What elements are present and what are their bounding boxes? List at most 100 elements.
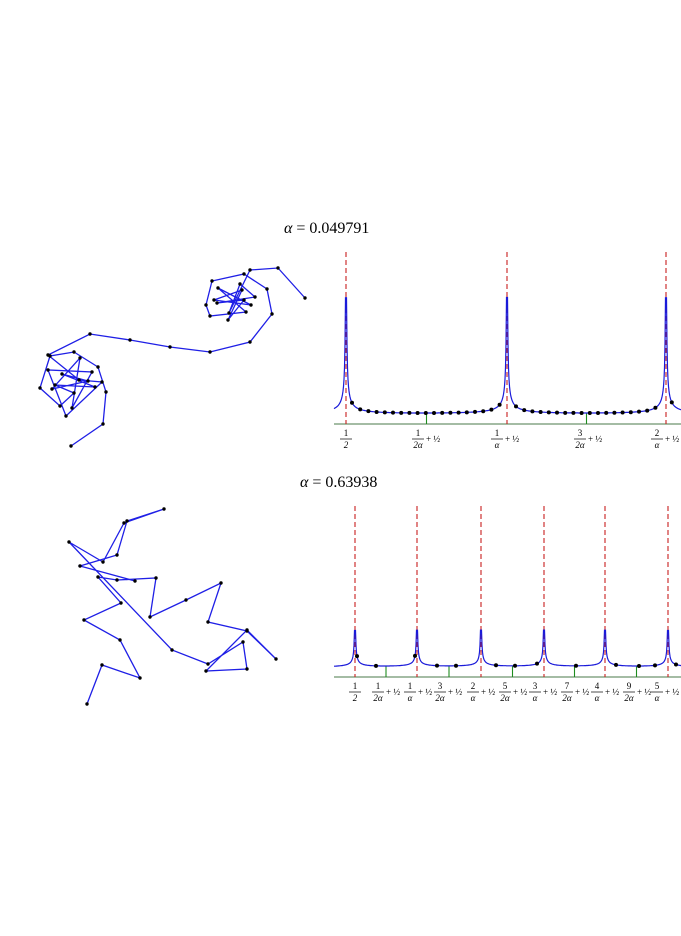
tick-label-2-2: 1 α + ½ [404, 681, 432, 703]
walk-1-point [100, 380, 104, 384]
walk-1-point [58, 404, 62, 408]
sample-point [628, 410, 633, 415]
walk-2-point [245, 628, 249, 632]
walk-1-point [244, 310, 248, 314]
walk-1-point [72, 391, 76, 395]
sample-point [587, 410, 592, 415]
walk-1-point [253, 295, 257, 299]
walk-1-point [90, 370, 94, 374]
sample-point [555, 410, 559, 415]
walk-1-point [265, 287, 269, 291]
tick-numerator: 1 [416, 428, 421, 438]
sample-point [489, 407, 494, 412]
tick-label-1-0: 12 [340, 428, 352, 450]
sample-point [530, 409, 535, 414]
sample-point [454, 663, 458, 668]
alpha-value: = 0.049791 [296, 220, 370, 237]
walk-2-point [82, 618, 86, 622]
walk-2-point [133, 579, 137, 583]
walk-1-point [128, 338, 132, 342]
walk-1-point [238, 282, 242, 286]
walk-1-point [227, 311, 231, 315]
walk-2-point [170, 648, 174, 652]
walk-1-point [208, 314, 212, 318]
sample-point [464, 410, 469, 415]
energy-curve-1 [333, 296, 681, 414]
sample-point [440, 410, 445, 415]
walk-2-point [184, 598, 188, 602]
walk-2-point [138, 676, 142, 680]
walk-2-point [115, 553, 119, 557]
tick-label-2-10: 5 α + ½ [651, 681, 679, 703]
tick-suffix: + ½ [448, 687, 462, 697]
tick-label-2-6: 3 α + ½ [529, 681, 557, 703]
sample-point [382, 410, 387, 415]
walk-2-point [122, 521, 126, 525]
energy-curve-2 [334, 629, 681, 667]
sample-point [645, 408, 650, 413]
walk-2-point [67, 540, 71, 544]
sample-point [391, 410, 395, 415]
walk-2-point [241, 640, 245, 644]
sample-point [513, 663, 517, 668]
walk-2-point [206, 662, 210, 666]
tick-label-2-9: 9 2α+ ½ [623, 681, 651, 703]
tick-denominator: α [655, 440, 660, 450]
walk-2-point [206, 620, 210, 624]
sample-point [574, 663, 578, 668]
walk-1-point [270, 312, 274, 316]
tick-denominator: 2α [575, 440, 585, 450]
sample-point [612, 410, 617, 415]
sample-point [366, 409, 371, 414]
walk-1-point [248, 268, 252, 272]
walk-2-point [148, 615, 152, 619]
tick-numerator: 1 [376, 681, 381, 691]
walk-1-point [242, 298, 246, 302]
sample-point [669, 400, 674, 405]
tick-suffix: + ½ [637, 687, 651, 697]
walk-1-point [93, 385, 97, 389]
tick-suffix: + ½ [386, 687, 400, 697]
sample-point [456, 410, 461, 415]
sample-point [571, 410, 576, 415]
tick-suffix: + ½ [665, 687, 679, 697]
walk-2-point [274, 657, 278, 661]
sample-point [407, 410, 412, 415]
walk-2-point [78, 564, 82, 568]
tick-numerator: 3 [438, 681, 443, 691]
walk-2-point [101, 560, 105, 564]
sample-point [415, 410, 420, 415]
tick-numerator: 2 [471, 681, 476, 691]
tick-suffix: + ½ [575, 687, 589, 697]
tick-label-2-4: 2 α + ½ [467, 681, 495, 703]
sample-point [674, 662, 678, 667]
sample-point [637, 409, 641, 414]
tick-denominator: α [471, 693, 476, 703]
tick-label-1-2: 1 α + ½ [491, 428, 519, 450]
walk-2-point [245, 667, 249, 671]
walk-2-point [118, 638, 122, 642]
tick-suffix: + ½ [543, 687, 557, 697]
walk-1-point [101, 422, 105, 426]
walk-1-point [38, 386, 42, 390]
walk-1-point [70, 406, 74, 410]
walk-1-point [242, 272, 246, 276]
walk-1-point [168, 345, 172, 349]
sample-point [579, 410, 584, 415]
panel-1-title: α = 0.049791 [284, 220, 369, 238]
walk-2-point [119, 601, 123, 605]
sample-point [538, 410, 543, 415]
walk-1-point [78, 356, 82, 360]
sample-point [494, 663, 498, 668]
sample-point [620, 410, 625, 415]
sample-point [653, 405, 658, 410]
tick-label-1-1: 1 2α+ ½ [412, 428, 440, 450]
sample-point [432, 410, 436, 415]
sample-point [514, 404, 518, 409]
walk-2-point [96, 575, 100, 579]
walk-1-point [204, 303, 208, 307]
tick-denominator: 2α [435, 693, 445, 703]
tick-suffix: + ½ [426, 434, 440, 444]
tick-suffix: + ½ [505, 434, 519, 444]
